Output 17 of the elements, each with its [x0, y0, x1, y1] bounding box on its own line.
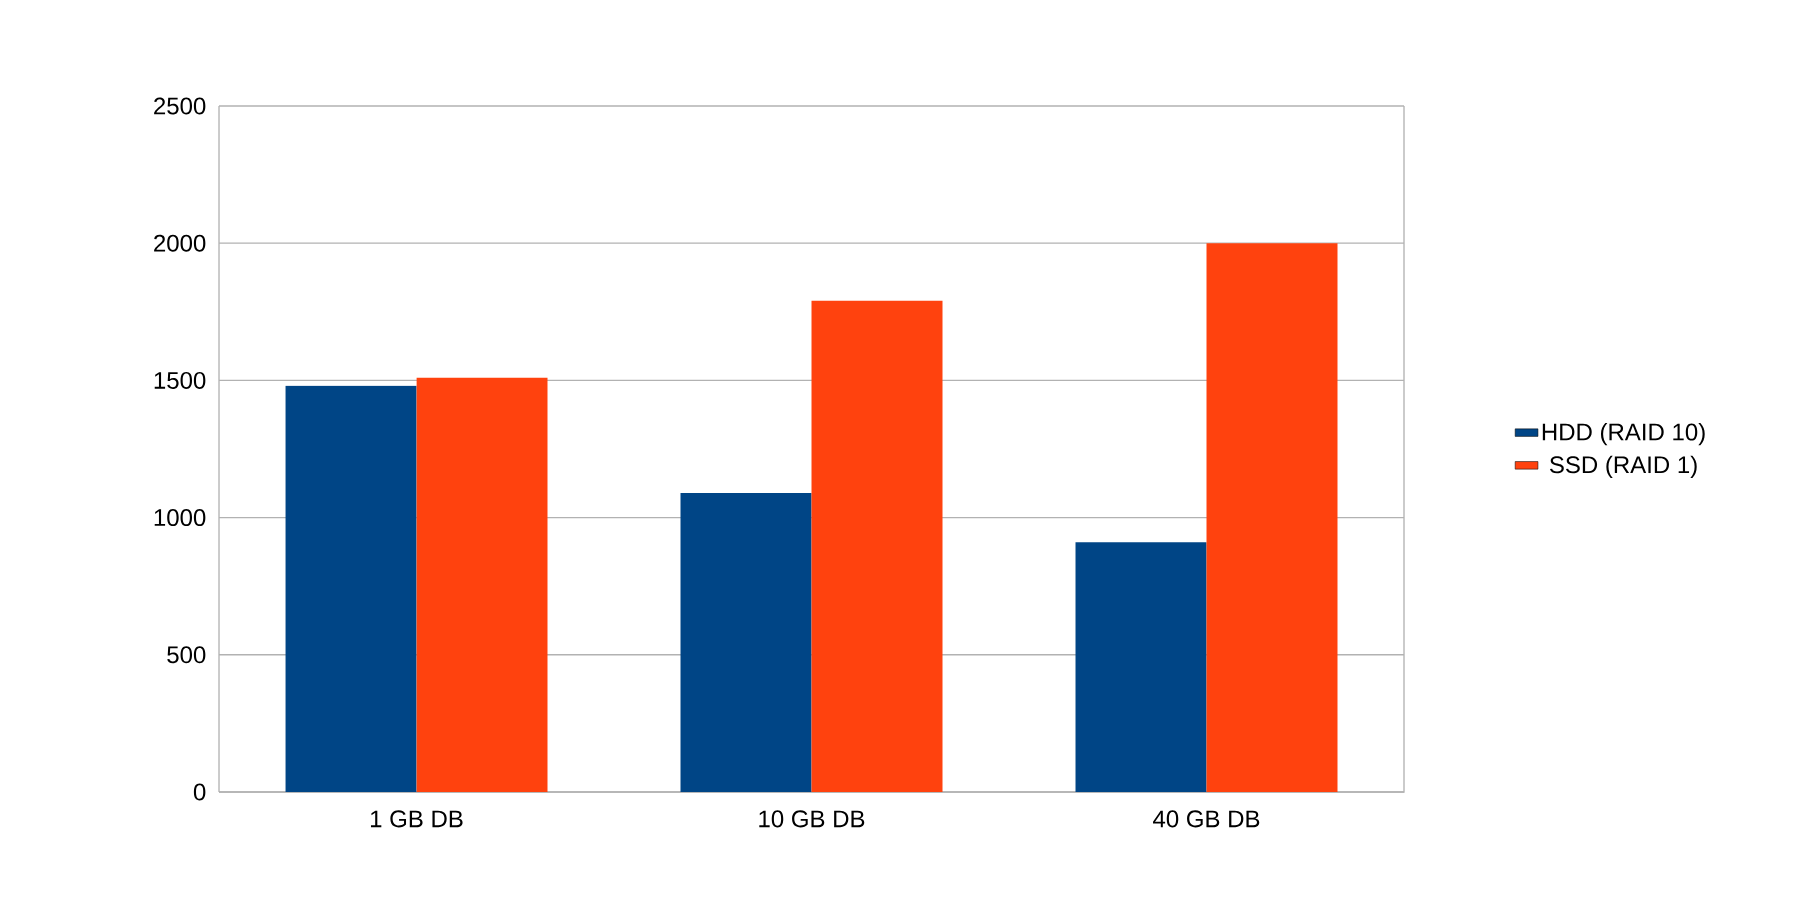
y-tick-label: 2500 — [154, 97, 206, 115]
x-tick-label: 1 GB DB — [370, 810, 463, 828]
bar — [680, 492, 812, 792]
bar — [811, 300, 943, 792]
bar — [416, 377, 548, 792]
y-tick-label: 1500 — [154, 371, 206, 389]
bar — [1206, 243, 1338, 792]
x-tick-label: 40 GB DB — [1153, 810, 1260, 828]
bar — [285, 385, 417, 792]
legend-label: HDD (RAID 10) — [1542, 422, 1705, 446]
y-tick-label: 0 — [193, 783, 206, 801]
x-tick-label: 10 GB DB — [759, 810, 865, 828]
y-tick-label: 500 — [167, 646, 206, 664]
y-tick-label: 1000 — [154, 509, 206, 527]
y-tick-label: 2000 — [154, 234, 206, 252]
bar — [1075, 542, 1207, 792]
legend-label: SSD (RAID 1) — [1549, 455, 1697, 479]
